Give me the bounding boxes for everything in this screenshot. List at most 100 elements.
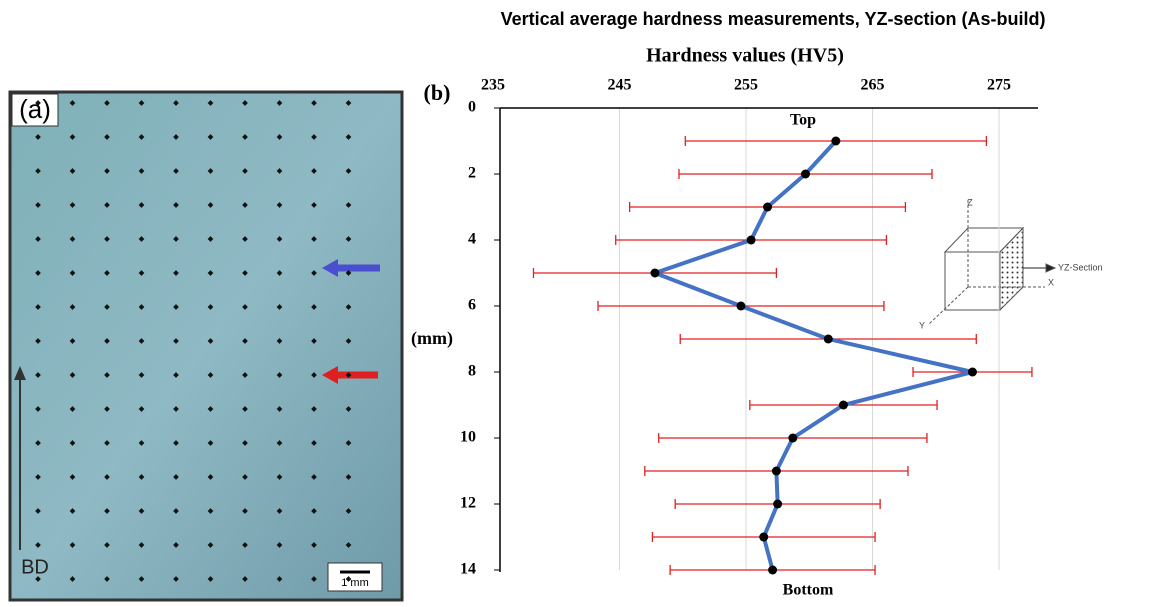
indent-mark — [69, 542, 76, 548]
indent-mark — [311, 236, 317, 242]
indent-mark — [311, 202, 317, 208]
indent-mark — [69, 134, 76, 140]
indent-mark — [276, 576, 283, 582]
indent-mark — [173, 440, 179, 446]
indent-mark — [276, 134, 283, 140]
indent-mark — [138, 134, 145, 140]
panel-label: (b) — [424, 80, 451, 105]
data-point — [967, 367, 977, 377]
data-point — [768, 565, 778, 575]
indent-mark — [345, 236, 352, 242]
indent-mark — [207, 508, 214, 514]
x-tick-label: 245 — [608, 77, 632, 94]
indent-mark — [311, 508, 317, 514]
top-label: Top — [790, 112, 816, 129]
data-point — [773, 499, 783, 509]
indent-mark — [276, 168, 283, 174]
indent-mark — [69, 576, 76, 582]
indent-mark — [276, 440, 283, 446]
inset-label: X — [1048, 277, 1054, 287]
indent-mark — [242, 304, 248, 310]
indent-mark — [311, 406, 317, 412]
indent-mark — [345, 406, 352, 412]
micrograph-panel: (a) BD 1 mm — [8, 90, 404, 602]
arrow-head — [1045, 263, 1057, 273]
x-axis-label: Hardness values (HV5) — [646, 45, 844, 67]
indent-mark — [69, 236, 76, 242]
indent-mark — [69, 406, 76, 412]
indent-mark — [311, 168, 317, 174]
indent-mark — [311, 304, 317, 310]
indent-mark — [276, 542, 283, 548]
indent-mark — [276, 338, 283, 344]
indent-mark — [138, 270, 145, 276]
indent-mark — [311, 338, 317, 344]
indent-mark — [104, 236, 110, 242]
indent-mark — [69, 100, 76, 106]
indent-mark — [104, 440, 110, 446]
indent-mark — [276, 508, 283, 514]
indent-mark — [311, 100, 317, 106]
data-point — [831, 136, 841, 146]
indent-mark — [173, 338, 179, 344]
data-point — [788, 433, 798, 443]
indent-mark — [104, 168, 110, 174]
indent-mark — [104, 508, 110, 514]
indent-mark — [276, 304, 283, 310]
indent-mark — [242, 134, 248, 140]
indent-mark — [138, 168, 145, 174]
indent-mark — [138, 406, 145, 412]
indent-mark — [345, 304, 352, 310]
indent-mark — [173, 542, 179, 548]
indent-mark — [138, 372, 145, 378]
indent-mark — [345, 474, 352, 480]
indent-mark — [138, 542, 145, 548]
data-point — [746, 235, 756, 245]
indent-mark — [242, 440, 248, 446]
indent-mark — [207, 270, 214, 276]
indent-mark — [104, 202, 110, 208]
indent-mark — [173, 236, 179, 242]
indent-mark — [345, 168, 352, 174]
indent-mark — [311, 542, 317, 548]
indent-mark — [173, 372, 179, 378]
indent-mark — [173, 134, 179, 140]
indent-mark — [345, 338, 352, 344]
scale-box — [327, 562, 383, 592]
x-tick-label: 275 — [987, 77, 1011, 94]
data-point — [771, 466, 781, 476]
data-point — [736, 301, 746, 311]
indent-mark — [138, 576, 145, 582]
indent-mark — [276, 202, 283, 208]
indent-mark — [276, 406, 283, 412]
indent-mark — [345, 542, 352, 548]
indent-mark — [104, 304, 110, 310]
indent-mark — [138, 202, 145, 208]
indent-mark — [173, 202, 179, 208]
indent-mark — [138, 100, 145, 106]
direction-label: BD — [21, 556, 49, 578]
indent-mark — [242, 338, 248, 344]
y-tick-label: 0 — [468, 99, 476, 116]
indent-mark — [69, 270, 76, 276]
indent-mark — [138, 236, 145, 242]
indent-mark — [104, 474, 110, 480]
x-tick-label: 235 — [481, 77, 505, 94]
indent-mark — [35, 576, 41, 582]
indent-mark — [69, 372, 76, 378]
indent-mark — [311, 134, 317, 140]
indent-mark — [138, 508, 145, 514]
indent-mark — [345, 134, 352, 140]
indent-mark — [242, 576, 248, 582]
indent-mark — [242, 168, 248, 174]
indent-mark — [104, 338, 110, 344]
indent-mark — [207, 202, 214, 208]
data-point — [650, 268, 660, 278]
indent-mark — [104, 100, 110, 106]
indent-mark — [311, 576, 317, 582]
indent-mark — [276, 474, 283, 480]
indent-mark — [242, 406, 248, 412]
indent-mark — [311, 474, 317, 480]
y-tick-label: 12 — [460, 495, 476, 512]
indent-mark — [242, 202, 248, 208]
